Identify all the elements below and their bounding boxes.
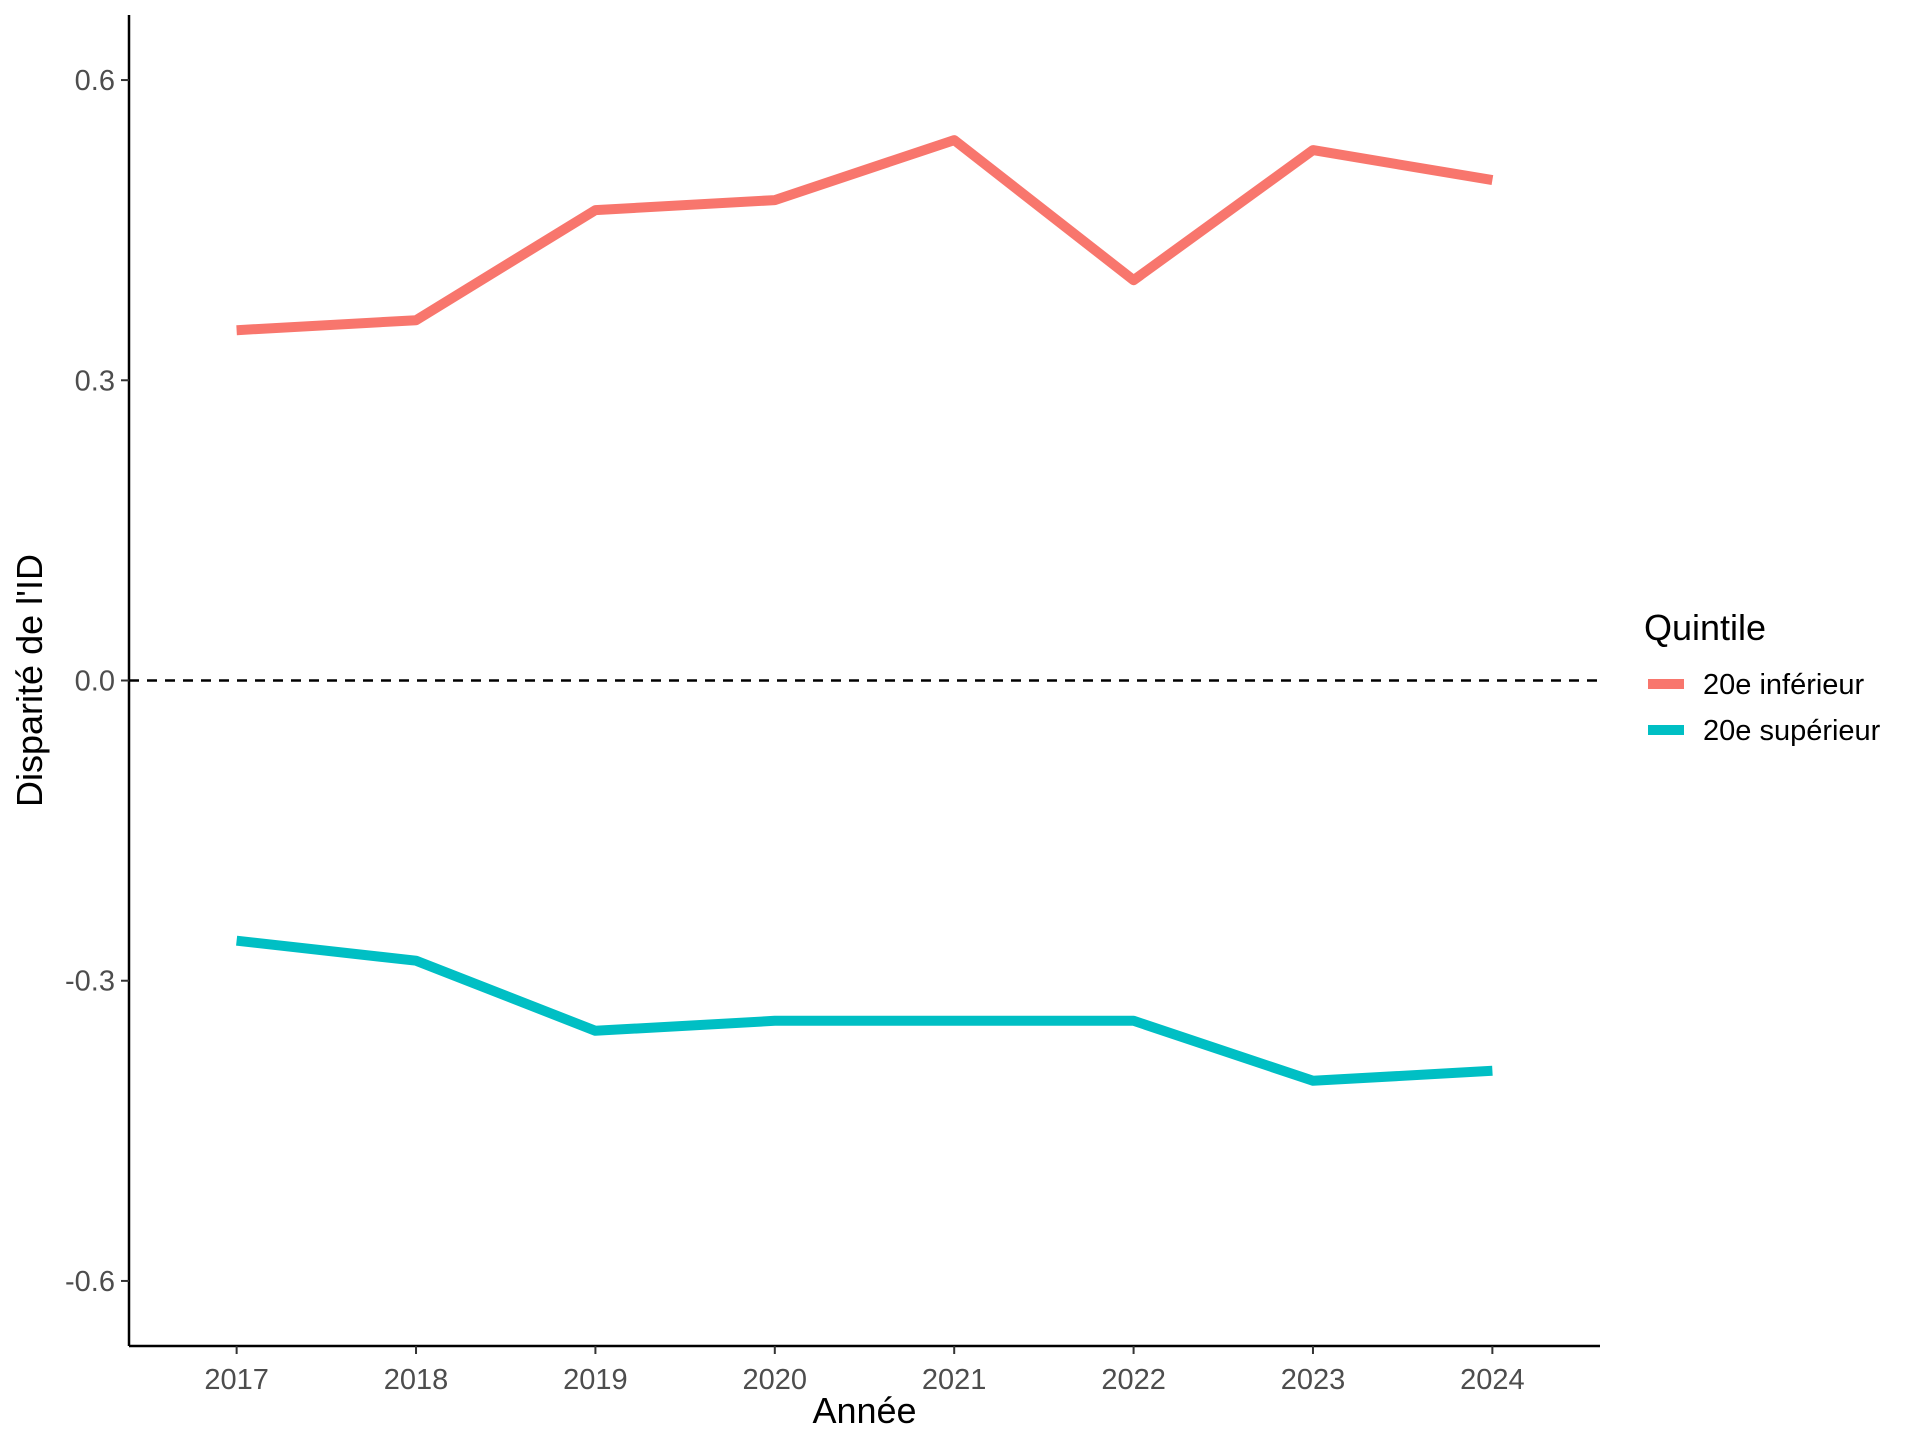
x-tick-label: 2022 — [1101, 1364, 1166, 1396]
y-tick-label: -0.6 — [65, 1266, 115, 1298]
x-tick-label: 2018 — [384, 1364, 449, 1396]
x-tick-label: 2023 — [1281, 1364, 1346, 1396]
series-line-1 — [236, 135, 1494, 336]
y-axis-title: Disparité de l'ID — [9, 554, 50, 807]
y-tick-label: -0.3 — [65, 966, 115, 998]
series-line-2 — [236, 935, 1493, 1086]
legend: Quintile 20e inférieur 20e supérieur — [1644, 607, 1881, 747]
x-tick-label: 2017 — [204, 1364, 269, 1396]
x-tick-label: 2019 — [563, 1364, 628, 1396]
y-tick-label: 0.3 — [75, 365, 115, 397]
legend-label: 20e supérieur — [1703, 715, 1881, 747]
ticks: 0.6 0.3 0.0 -0.3 -0.6 2017 2018 2019 2020 2021 202… — [65, 65, 1525, 1396]
plot-area — [129, 135, 1600, 1086]
x-tick-label: 2021 — [922, 1364, 987, 1396]
x-tick-label: 2020 — [743, 1364, 808, 1396]
legend-title: Quintile — [1644, 607, 1766, 648]
x-tick-label: 2024 — [1460, 1364, 1525, 1396]
y-tick-label: 0.0 — [75, 666, 115, 698]
y-tick-label: 0.6 — [75, 65, 115, 97]
legend-label: 20e inférieur — [1703, 669, 1865, 701]
x-axis-title: Année — [812, 1390, 916, 1431]
